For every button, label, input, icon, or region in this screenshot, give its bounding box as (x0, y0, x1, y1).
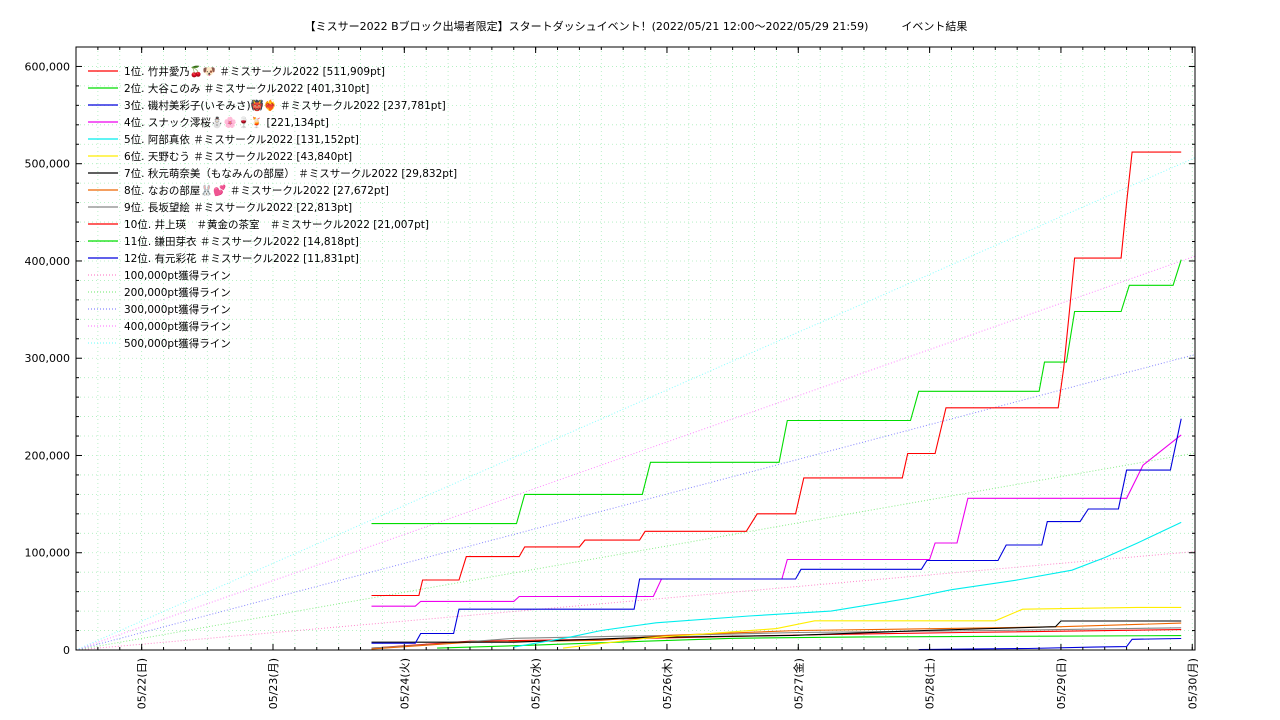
legend-label: 500,000pt獲得ライン (124, 337, 231, 350)
series-line (371, 620, 1182, 643)
chart-title: 【ミスサー2022 Bブロック出場者限定】スタートダッシュイベント！(2022/… (305, 19, 968, 33)
series-line (371, 629, 1182, 649)
legend: 1位. 竹井愛乃🍒🐶 ＃ミスサークル2022 [511,909pt] 2位. 大谷… (88, 65, 457, 350)
y-tick-label: 200,000 (25, 449, 71, 462)
series-line (918, 637, 1182, 651)
y-tick-label: 300,000 (25, 352, 71, 365)
legend-label: 4位. スナック澪桜⛄🌸🍷🍹 [221,134pt] (124, 116, 329, 129)
y-tick-label: 600,000 (25, 60, 71, 73)
x-tick-label: 05/25(水) (530, 658, 543, 709)
legend-label: 1位. 竹井愛乃🍒🐶 ＃ミスサークル2022 [511,909pt] (124, 65, 385, 78)
legend-label: 100,000pt獲得ライン (124, 269, 231, 282)
legend-label: 6位. 天野むう ＃ミスサークル2022 [43,840pt] (124, 150, 352, 163)
x-tick-label: 05/26(木) (661, 658, 674, 709)
series-lines (371, 151, 1182, 651)
x-tick-label: 05/23(月) (267, 658, 280, 709)
legend-label: 400,000pt獲得ライン (124, 320, 231, 333)
reference-line (75, 354, 1196, 651)
x-tick-label: 05/29(日) (1055, 658, 1068, 709)
legend-label: 10位. 井上瑛 ＃黄金の茶室 ＃ミスサークル2022 [21,007pt] (124, 218, 429, 231)
axis-ticks: 0 100,000 200,000 300,000 400,000 500,000 600,… (25, 47, 1199, 709)
series-line (562, 606, 1182, 649)
reference-line (75, 452, 1196, 651)
x-tick-label: 05/28(土) (924, 658, 937, 709)
series-line (371, 418, 1182, 644)
legend-label: 12位. 有元彩花 ＃ミスサークル2022 [11,831pt] (124, 252, 359, 265)
x-tick-label: 05/22(日) (136, 658, 149, 709)
x-tick-label: 05/30(月) (1186, 658, 1199, 709)
legend-label: 300,000pt獲得ライン (124, 303, 231, 316)
series-line (371, 434, 1182, 607)
legend-label: 11位. 鎌田芽衣 ＃ミスサークル2022 [14,818pt] (124, 235, 359, 248)
y-tick-label: 500,000 (25, 158, 71, 171)
legend-label: 5位. 阿部真依 ＃ミスサークル2022 [131,152pt] (124, 133, 359, 146)
plot-frame (75, 46, 1196, 651)
legend-label: 200,000pt獲得ライン (124, 286, 231, 299)
legend-label: 3位. 磯村美彩子(いそみさ)👹❤️‍🔥 ＃ミスサークル2022 [237,78… (124, 99, 446, 112)
legend-label: 9位. 長坂望絵 ＃ミスサークル2022 [22,813pt] (124, 201, 352, 214)
reference-lines (75, 157, 1196, 651)
y-tick-label: 0 (63, 644, 70, 657)
series-line (513, 521, 1182, 648)
y-tick-label: 400,000 (25, 255, 71, 268)
reference-line (75, 255, 1196, 651)
legend-label: 7位. 秋元萌奈美（もなみんの部屋） ＃ミスサークル2022 [29,832pt… (124, 167, 457, 180)
series-line (371, 151, 1182, 597)
y-tick-label: 100,000 (25, 547, 71, 560)
legend-label: 8位. なおの部屋🐰💕 ＃ミスサークル2022 [27,672pt] (124, 184, 389, 197)
series-line (371, 259, 1182, 525)
reference-line (75, 157, 1196, 651)
x-tick-label: 05/27(金) (791, 658, 805, 709)
legend-label: 2位. 大谷このみ ＃ミスサークル2022 [401,310pt] (124, 82, 369, 95)
x-tick-label: 05/24(火) (398, 658, 411, 709)
